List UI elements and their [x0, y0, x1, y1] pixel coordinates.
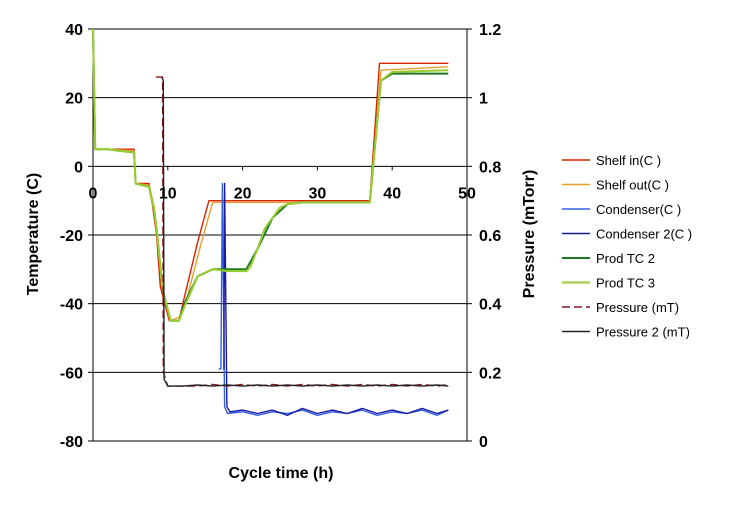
series-line — [161, 76, 449, 387]
series-lines — [92, 28, 449, 416]
x-tick-label: 20 — [234, 185, 252, 202]
legend-label: Pressure (mT) — [596, 300, 679, 315]
y-left-tick-label: -80 — [60, 434, 83, 451]
series-line — [92, 28, 449, 322]
x-tick-label: 40 — [383, 185, 401, 202]
legend-label: Prod TC 3 — [596, 276, 655, 291]
y-right-tick-label: 0.8 — [479, 159, 501, 176]
legend-label: Shelf out(C ) — [596, 178, 669, 193]
y-axis-left-label: Temperature (C) — [25, 173, 42, 295]
axes — [88, 28, 472, 442]
legend-label: Prod TC 2 — [596, 251, 655, 266]
legend-label: Pressure 2 (mT) — [596, 325, 690, 340]
series-line — [223, 182, 449, 416]
y-right-tick-label: 1.2 — [479, 22, 501, 39]
y-left-tick-label: -20 — [60, 228, 83, 245]
legend: Shelf in(C ) Shelf out(C ) Condenser(C ) Co… — [562, 153, 692, 340]
y-left-tick-label: 20 — [65, 91, 83, 108]
x-tick-label: 0 — [89, 185, 98, 202]
grid-lines — [93, 28, 467, 442]
y-left-tick-label: 0 — [74, 159, 83, 176]
x-axis-label: Cycle time (h) — [229, 465, 334, 482]
y-left-tick-label: -60 — [60, 365, 83, 382]
series-line — [92, 28, 449, 322]
y-right-tick-label: 0.4 — [479, 297, 501, 314]
y-right-tick-label: 0.2 — [479, 365, 501, 382]
y-left-tick-label: -40 — [60, 297, 83, 314]
y-axis-right-label: Pressure (mTorr) — [521, 170, 538, 299]
y-right-tick-label: 0 — [479, 434, 488, 451]
y-right-tick-label: 0.6 — [479, 228, 501, 245]
legend-label: Shelf in(C ) — [596, 153, 661, 168]
y-left-tick-label: 40 — [65, 22, 83, 39]
x-tick-label: 30 — [309, 185, 327, 202]
legend-label: Condenser(C ) — [596, 202, 681, 217]
y-right-tick-label: 1 — [479, 91, 488, 108]
x-tick-label: 50 — [458, 185, 476, 202]
x-tick-label: 10 — [159, 185, 177, 202]
legend-label: Condenser 2(C ) — [596, 227, 692, 242]
